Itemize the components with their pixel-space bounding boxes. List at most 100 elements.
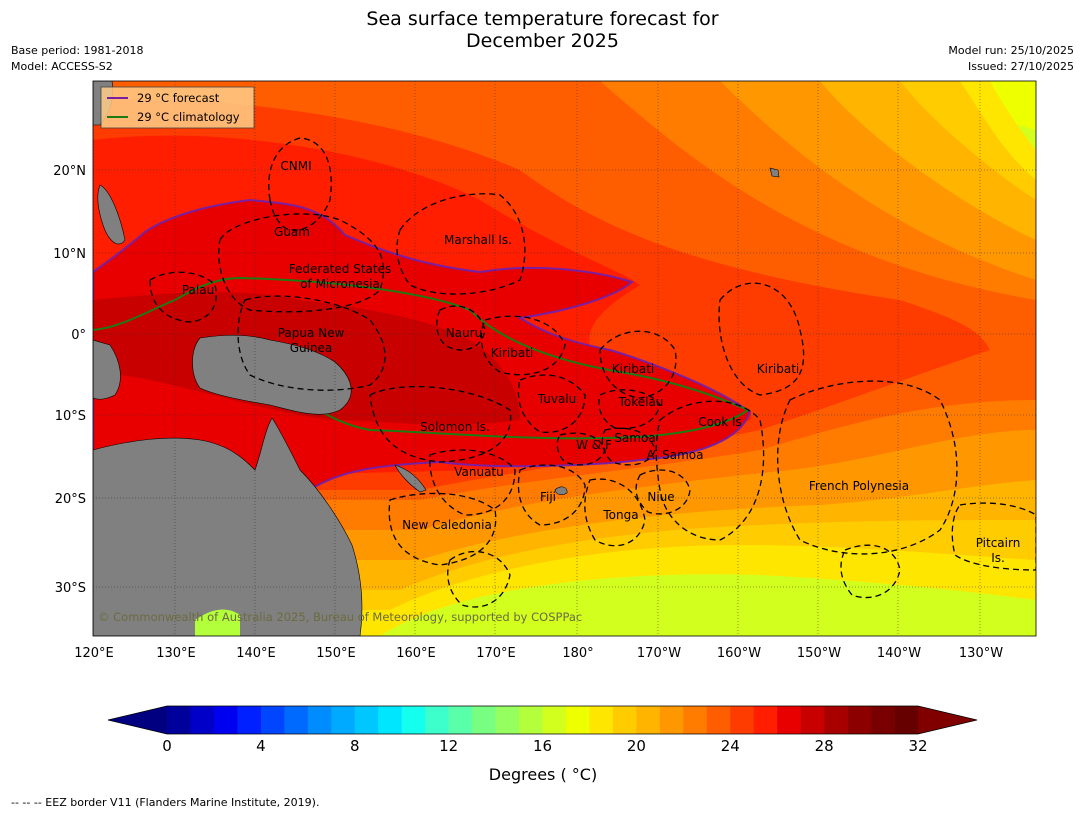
region-label: New Caledonia [402,518,492,532]
region-label: Fiji [540,490,556,504]
title-line-2: December 2025 [466,30,619,52]
meta-right: Model run: 25/10/2025 Issued: 27/10/2025 [948,43,1074,75]
region-label: W & F [576,438,612,452]
colorbar-segment [683,706,708,734]
colorbar-tick: 28 [815,737,834,755]
colorbar-segment [824,706,848,734]
eez-png [237,295,386,391]
colorbar-segment [401,706,426,734]
colorbar-tick: 24 [721,737,740,755]
region-label: Guam [274,225,310,239]
lon-tick-label: 170°W [637,646,681,661]
map-frame [92,80,1037,637]
climatology-29c-line [93,276,751,440]
colorbar-tick: 20 [627,737,646,755]
colorbar-segment [378,706,402,734]
eez-palau [149,271,217,323]
lat-tick-label: 20°N [53,164,86,179]
colorbar-segment [636,706,661,734]
colorbar-segment [871,706,895,734]
lon-tick-label: 130°E [156,646,196,661]
region-label: Kiribati [491,346,533,360]
lat-tick-label: 10°S [55,409,86,424]
eez-tonga [584,478,646,547]
colorbar-segment [213,706,238,734]
colorbar-over-arrow [918,706,977,734]
colorbar-segment [260,706,285,734]
eez-tokelau [598,389,661,430]
region-label: Niue [647,490,674,504]
legend-box [100,86,255,129]
region-label: of Micronesia [300,277,380,291]
australia-land [93,417,363,636]
colorbar-segment [331,706,356,734]
region-label: Papua New [278,326,345,340]
colorbar-tick: 4 [256,737,266,755]
eez-tuvalu [517,374,586,433]
eez-niue [635,469,691,515]
colorbar-segment [519,706,543,734]
eez-fiji [517,464,586,526]
eez-wallis-futuna [556,432,606,466]
eez-solomon [369,385,512,463]
model-run: Model run: 25/10/2025 [948,44,1074,57]
region-label: Palau [182,283,214,297]
region-label: Kiribati [612,362,654,376]
eez-kiribati-east [718,282,805,396]
region-label: Tokelau [618,395,664,409]
lon-tick-label: 120°E [74,646,114,661]
hawaii-land [769,167,780,178]
eez-new-caledonia [388,492,497,566]
fiji-land [554,486,568,495]
eez-kiribati-central [599,330,677,399]
issued-date: Issued: 27/10/2025 [967,60,1074,73]
colorbar-segment [730,706,755,734]
colorbar-segment [565,706,590,734]
region-label: A. Samoa [647,448,704,462]
meta-left: Base period: 1981-2018 Model: ACCESS-S2 [11,43,143,75]
region-label: Kiribati [757,362,799,376]
colorbar-segment [706,706,731,734]
legend: 29 °C forecast 29 °C climatology [100,86,255,129]
region-label: Tuvalu [537,392,577,406]
base-period: Base period: 1981-2018 [11,44,144,57]
region-label: Samoa [614,431,655,445]
region-label: Solomon Is. [420,420,490,434]
copyright-text: © Commonwealth of Australia 2025, Bureau… [98,610,582,624]
philippines-land [97,184,126,245]
eez-micronesia [218,213,385,313]
eez-footnote: -- -- -- EEZ border V11 (Flanders Marine… [11,796,320,809]
lat-tick-label: 0° [71,328,86,343]
colorbar-segment [847,706,872,734]
lon-tick-label: 150°W [797,646,841,661]
lat-tick-label: 10°N [53,247,86,262]
region-label: Vanuatu [454,465,504,479]
colorbar-segment [354,706,379,734]
eez-french-polynesia [777,380,958,555]
lon-tick-label: 160°W [717,646,761,661]
legend-forecast-label: 29 °C forecast [137,91,220,105]
eez-vanuatu [429,449,516,516]
eez-norfolk [447,550,511,608]
legend-climatology-label: 29 °C climatology [137,110,240,124]
new-guinea-land [192,334,352,415]
colorbar-segment [167,706,191,734]
region-label: Pitcairn [976,536,1021,550]
region-label: Tonga [602,508,638,522]
lat-tick-label: 30°S [55,581,86,596]
colorbar-segment [284,706,309,734]
region-label: French Polynesia [809,479,909,493]
colorbar-segment [800,706,825,734]
colorbar-tick: 8 [350,737,360,755]
region-label: CNMI [280,159,311,173]
colorbar-tick: 32 [908,737,927,755]
indonesia-land [93,339,121,400]
lon-tick-label: 170°E [476,646,516,661]
colorbar-segment [425,706,449,734]
region-label: Guinea [290,341,333,355]
colorbar: 0 4 8 12 16 20 24 28 32 [107,705,978,755]
colorbar-tick: 16 [533,737,552,755]
lon-tick-label: 140°W [877,646,921,661]
colorbar-segment [612,706,637,734]
